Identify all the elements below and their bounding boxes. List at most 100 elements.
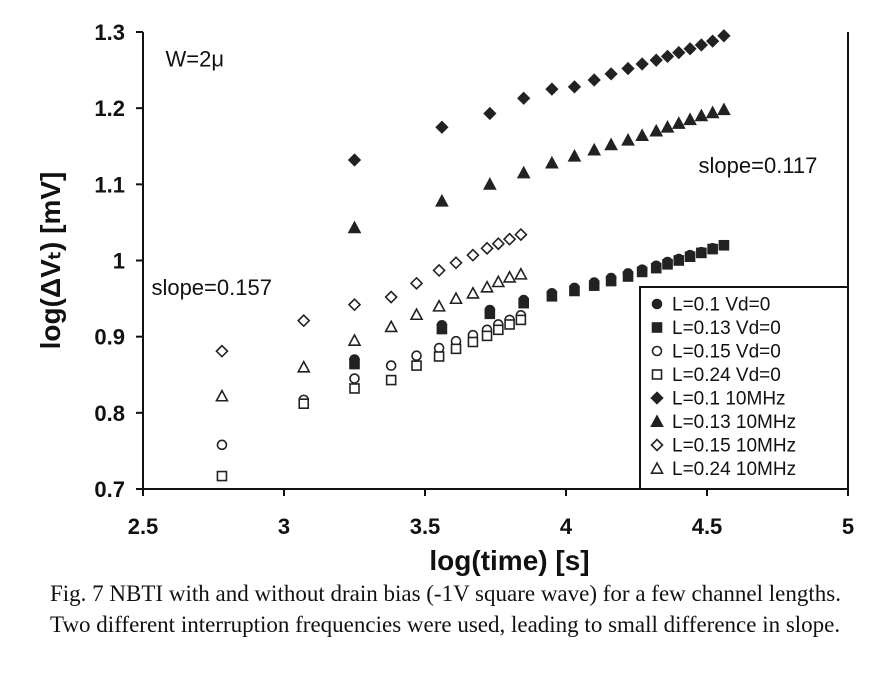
data-point [449, 256, 463, 270]
data-point [717, 102, 731, 116]
data-point [622, 271, 634, 282]
data-point [436, 323, 448, 335]
x-axis-title: log(time) [s] [429, 545, 589, 576]
data-point [518, 297, 530, 309]
data-point [514, 267, 528, 280]
data-point [587, 142, 602, 156]
data-point [672, 45, 686, 60]
data-point [480, 279, 494, 293]
data-point [516, 165, 531, 179]
data-point [636, 266, 648, 278]
y-ticks: 0.7 0.8 0.9 1 1.1 1.2 1.3 [94, 20, 143, 502]
data-point [514, 227, 528, 242]
legend-label: L=0.13 10MHz [672, 412, 796, 433]
data-point [717, 29, 731, 43]
legend-marker [651, 298, 663, 310]
data-point [567, 80, 582, 94]
data-point [466, 286, 480, 299]
data-point [545, 155, 559, 169]
x-ticks: 2.5 3 3.5 4 4.5 5 [128, 489, 854, 539]
data-point [384, 319, 399, 333]
data-point [660, 120, 675, 133]
figure-caption: Fig. 7 NBTI with and without drain bias … [50, 581, 841, 637]
data-point [567, 148, 582, 162]
data-point [588, 280, 600, 291]
series-5 [347, 29, 731, 167]
legend-marker [650, 391, 664, 405]
data-point [707, 243, 718, 255]
data-point [483, 177, 497, 190]
data-point [411, 360, 422, 371]
data-point [662, 259, 673, 270]
data-point [298, 398, 310, 409]
data-point [705, 105, 720, 119]
data-point [569, 285, 580, 297]
legend-label: L=0.24 Vd=0 [672, 365, 781, 386]
data-point [215, 344, 229, 358]
data-point [502, 270, 517, 283]
annotation: W=2μ [166, 46, 225, 71]
data-point [347, 220, 362, 234]
data-point [216, 470, 228, 482]
data-point [671, 116, 686, 129]
y-tick-label: 1 [113, 249, 125, 274]
y-tick-label: 0.7 [94, 477, 125, 502]
data-point [502, 232, 517, 246]
legend-marker [651, 369, 663, 380]
annotation: slope=0.117 [699, 153, 818, 178]
data-point [649, 53, 663, 67]
legend: L=0.1 Vd=0L=0.13 Vd=0 L=0.15 Vd=0L=0.24 V… [639, 286, 849, 490]
data-point [347, 333, 362, 346]
data-point [491, 274, 506, 288]
series-6 [347, 102, 731, 234]
data-point [349, 383, 360, 394]
data-point [349, 358, 360, 370]
data-point [409, 307, 424, 321]
data-point [484, 308, 496, 320]
data-point [450, 343, 462, 355]
x-tick-label: 2.5 [128, 514, 159, 539]
legend-marker [651, 345, 663, 357]
data-point [466, 248, 480, 262]
data-point [604, 137, 618, 151]
data-point [432, 299, 446, 312]
data-point [433, 351, 445, 362]
data-point [480, 241, 494, 255]
data-point [435, 120, 449, 134]
legend-label: L=0.15 Vd=0 [672, 342, 781, 363]
data-point [467, 336, 479, 348]
y-tick-label: 1.1 [94, 172, 125, 197]
data-point [349, 373, 360, 384]
data-point [694, 108, 709, 122]
data-point [493, 324, 504, 336]
data-point [673, 255, 685, 266]
legend-box [639, 286, 849, 490]
nbti-chart: 2.5 3 3.5 4 4.5 5 0.7 0.8 0.9 1 1.1 1.2 1.3 W=2μ slo… [35, 20, 854, 576]
legend-marker [651, 322, 663, 333]
data-point [694, 38, 708, 52]
data-point [635, 57, 649, 71]
data-point [432, 263, 446, 278]
data-point [411, 350, 422, 362]
data-point [384, 290, 398, 304]
x-tick-label: 4.5 [692, 514, 723, 539]
data-point [696, 247, 707, 259]
legend-marker [650, 414, 664, 427]
x-tick-label: 5 [842, 514, 854, 539]
data-point [718, 239, 730, 251]
legend-label: L=0.1 Vd=0 [672, 295, 770, 316]
data-point [483, 106, 497, 121]
data-point [660, 49, 675, 64]
y-axis-title: log(ΔVₜ) [mV] [35, 172, 66, 350]
data-point [296, 359, 311, 373]
data-point [347, 153, 362, 167]
data-point [491, 237, 505, 251]
legend-label: L=0.1 10MHz [672, 389, 786, 410]
legend-label: L=0.13 Vd=0 [672, 318, 781, 339]
data-points [215, 29, 731, 482]
legend-label: L=0.15 10MHz [672, 436, 796, 457]
series-8 [215, 267, 528, 402]
x-tick-label: 3.5 [410, 514, 441, 539]
series-4 [216, 314, 527, 482]
data-point [683, 42, 697, 56]
